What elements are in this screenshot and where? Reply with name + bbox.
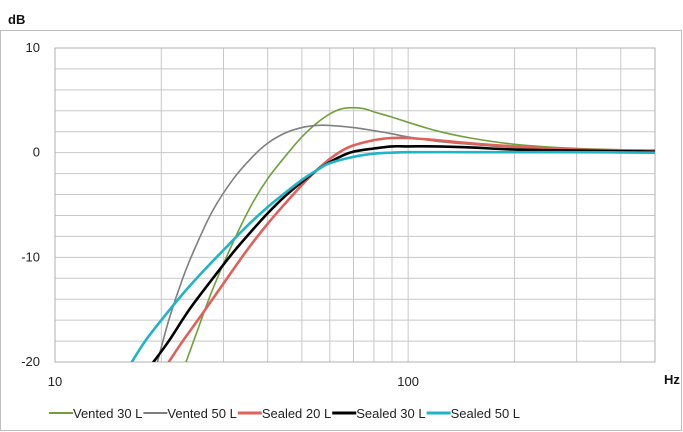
legend-label-sealed-50-l: Sealed 50 L xyxy=(451,406,520,421)
legend-label-vented-30-l: Vented 30 L xyxy=(73,406,142,421)
x-axis-title: Hz xyxy=(664,372,680,387)
series-line-vented-30-l xyxy=(185,106,655,362)
series-lines xyxy=(130,106,655,362)
series-line-sealed-50-l xyxy=(130,150,655,362)
legend-label-sealed-20-l: Sealed 20 L xyxy=(262,406,331,421)
x-tick-label: 100 xyxy=(397,374,419,389)
y-tick-label: 10 xyxy=(26,40,40,55)
legend-label-vented-50-l: Vented 50 L xyxy=(167,406,236,421)
y-tick-label: -10 xyxy=(21,249,40,264)
grid xyxy=(54,47,656,363)
legend-label-sealed-30-l: Sealed 30 L xyxy=(356,406,425,421)
y-axis-title: dB xyxy=(8,12,25,27)
series-line-sealed-20-l xyxy=(167,136,655,362)
tick-labels: -20 -10 0 10 10 100 xyxy=(21,40,419,389)
y-tick-label: -20 xyxy=(21,354,40,369)
chart-frame xyxy=(0,30,682,431)
x-tick-label: 10 xyxy=(48,374,62,389)
plot-area-border xyxy=(54,47,656,363)
y-tick-label: 0 xyxy=(33,145,40,160)
legend: Vented 30 L Vented 50 L Sealed 20 L Sealed … xyxy=(49,406,520,421)
